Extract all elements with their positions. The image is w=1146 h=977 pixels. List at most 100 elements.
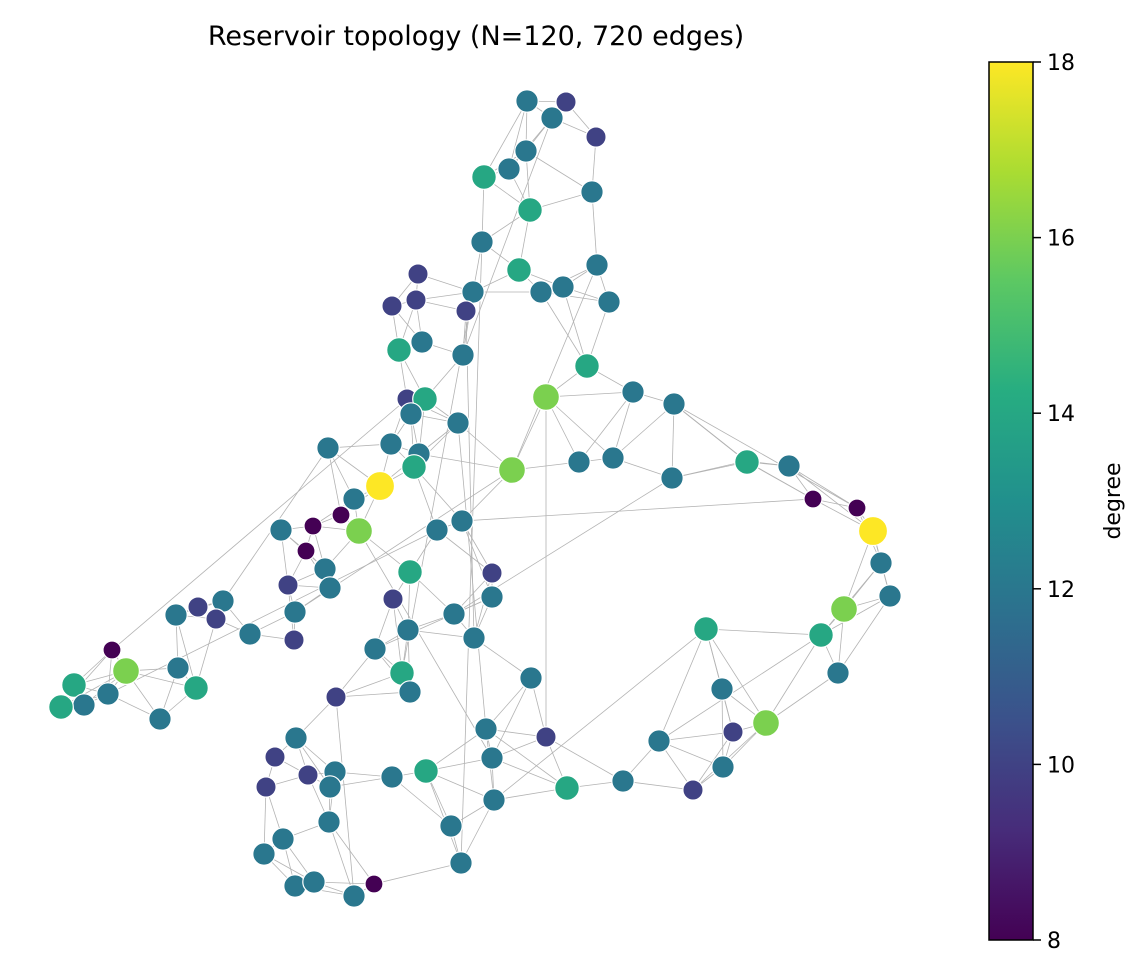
colorbar-tick-label: 18 (1047, 51, 1075, 76)
graph-edge (562, 286, 588, 367)
graph-edge (107, 529, 438, 695)
graph-node (283, 874, 307, 898)
graph-edge (457, 422, 487, 730)
graph-node (96, 682, 120, 706)
graph-node (529, 280, 553, 304)
graph-node (102, 640, 122, 660)
graph-node (455, 300, 477, 322)
graph-node (183, 675, 209, 701)
graph-edge (545, 396, 614, 459)
graph-node (777, 454, 801, 478)
graph-node (660, 466, 684, 490)
graph-node (325, 686, 347, 708)
graph-node (506, 257, 532, 283)
graph-node (61, 672, 87, 698)
graph-node (515, 89, 539, 113)
graph-node (297, 764, 319, 786)
graph-node (271, 827, 295, 851)
graph-node (442, 602, 466, 626)
graph-edge (328, 821, 355, 897)
graph-node (585, 126, 607, 148)
graph-node (519, 666, 543, 690)
graph-edge (658, 731, 734, 742)
graph-edge (374, 596, 493, 650)
graph-node (399, 402, 423, 426)
graph-node (722, 721, 744, 743)
graph-node (296, 541, 316, 561)
graph-edge (658, 634, 822, 742)
graph-node (611, 769, 635, 793)
graph-node (380, 765, 404, 789)
graph-edge (705, 628, 822, 636)
colorbar-tick-label: 10 (1047, 753, 1075, 778)
graph-node (283, 629, 305, 651)
graph-edge (491, 677, 532, 759)
figure-title: Reservoir topology (N=120, 720 edges) (208, 21, 744, 52)
graph-node (481, 562, 503, 584)
graph-node (470, 230, 494, 254)
graph-node (462, 626, 486, 650)
nodes-layer (48, 89, 902, 908)
graph-node (205, 608, 227, 630)
graph-edge (335, 691, 411, 698)
graph-node (252, 842, 276, 866)
graph-node (342, 487, 366, 511)
graph-node (401, 454, 427, 480)
graph-node (238, 622, 262, 646)
graph-node (412, 386, 438, 412)
graph-node (535, 726, 557, 748)
graph-node (682, 779, 704, 801)
graph-node (693, 616, 719, 642)
colorbar-tick-label: 12 (1047, 578, 1075, 603)
graph-node (342, 884, 366, 908)
graph-node (111, 656, 140, 685)
graph-node (480, 746, 504, 770)
graph-node (284, 726, 308, 750)
graph-edge (491, 757, 568, 789)
graph-node (869, 551, 893, 575)
graph-node (474, 717, 498, 741)
graph-node (808, 622, 834, 648)
graph-node (318, 576, 342, 600)
graph-node (567, 450, 591, 474)
graph-node (317, 810, 341, 834)
graph-edge (328, 821, 375, 885)
graph-edge (765, 672, 839, 724)
graph-edge (460, 241, 483, 864)
graph-edge (545, 391, 634, 398)
graph-node (471, 164, 497, 190)
graph-edge (461, 498, 814, 522)
graph-edge (788, 465, 874, 532)
colorbar-ticks: 8 10 12 14 16 18 (1033, 51, 1075, 954)
graph-node (803, 489, 823, 509)
graph-node (439, 814, 463, 838)
graph-node (316, 436, 340, 460)
graph-node (302, 870, 326, 894)
graph-node (451, 343, 475, 367)
graph-edge (483, 100, 528, 178)
graph-node (283, 600, 307, 624)
colorbar-tick-label: 8 (1047, 929, 1061, 954)
graph-edge (765, 634, 822, 724)
graph-edge (788, 465, 858, 509)
graph-edge (658, 628, 707, 742)
graph-node (601, 446, 625, 470)
graph-node (449, 851, 473, 875)
graph-node (331, 505, 351, 525)
graph-node (345, 516, 374, 545)
graph-node (734, 449, 760, 475)
graph-node (710, 677, 734, 701)
graph-node (647, 729, 671, 753)
graph-edge (335, 696, 355, 897)
graph-edge (673, 403, 748, 463)
graph-node (711, 755, 735, 779)
graph-node (857, 515, 889, 547)
graph-node (386, 337, 412, 363)
graph-edge (705, 628, 767, 724)
graph-node (517, 197, 543, 223)
graph-node (480, 585, 504, 609)
graph-node (597, 290, 621, 314)
graph-node (364, 470, 396, 502)
graph-node (554, 775, 580, 801)
